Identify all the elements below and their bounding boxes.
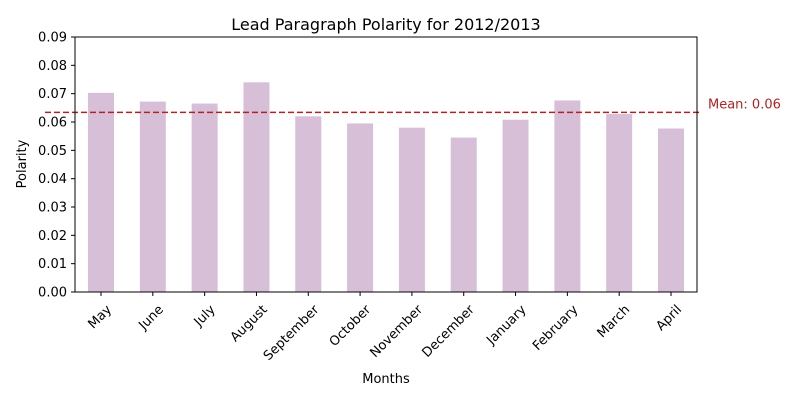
bar-december <box>450 137 477 292</box>
bar-april <box>658 128 684 292</box>
bar-february <box>554 100 581 292</box>
y-tick-label: 0.02 <box>38 229 67 244</box>
bar-september <box>295 116 322 292</box>
y-tick-label: 0.03 <box>38 201 67 216</box>
bars-layer <box>88 82 684 292</box>
bar-may <box>88 92 114 292</box>
bar-october <box>347 123 374 292</box>
y-axis: 0.00 0.01 0.02 0.03 0.04 0.05 0.06 0.07 0.08 0.09 <box>38 31 75 301</box>
mean-label: Mean: 0.06 <box>708 97 781 112</box>
y-tick-label: 0.09 <box>38 31 67 46</box>
plot-frame <box>74 36 698 293</box>
chart-title: Lead Paragraph Polarity for 2012/2013 <box>231 15 540 34</box>
bar-march <box>606 114 633 292</box>
y-tick-label: 0.08 <box>38 59 67 74</box>
y-axis-label: Polarity <box>15 139 30 188</box>
bar-july <box>191 103 218 292</box>
bar-august <box>243 82 270 292</box>
bar-january <box>502 119 529 292</box>
y-tick-label: 0.04 <box>38 172 67 187</box>
bar-june <box>139 101 166 292</box>
y-tick-label: 0.00 <box>38 286 67 301</box>
bar-november <box>398 127 425 292</box>
y-tick-label: 0.01 <box>38 257 67 272</box>
y-tick-label: 0.07 <box>38 87 67 102</box>
y-tick-label: 0.05 <box>38 144 67 159</box>
y-tick-label: 0.06 <box>38 116 67 131</box>
x-axis-label: Months <box>362 372 410 387</box>
